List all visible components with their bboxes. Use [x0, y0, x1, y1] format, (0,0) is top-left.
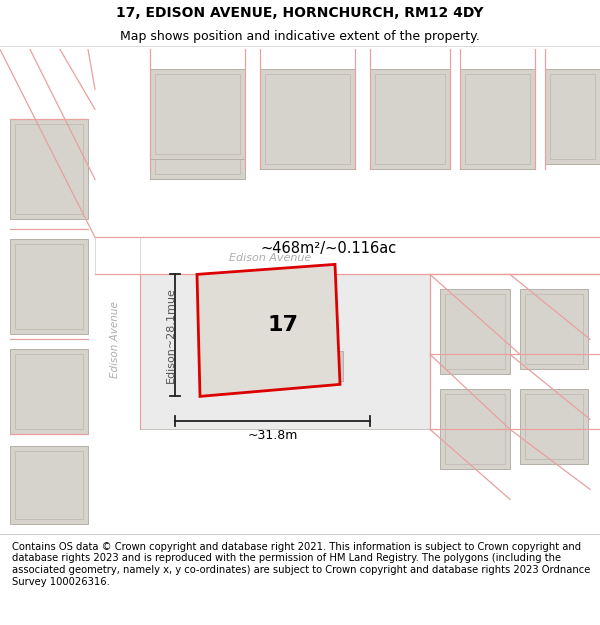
Bar: [155, 74, 240, 174]
Bar: [10, 446, 88, 524]
Bar: [440, 289, 510, 374]
Bar: [445, 294, 505, 369]
Bar: [375, 74, 445, 164]
Polygon shape: [95, 238, 600, 274]
Bar: [525, 294, 583, 364]
Bar: [15, 244, 83, 329]
Bar: [260, 69, 355, 169]
Bar: [10, 119, 88, 219]
Bar: [150, 69, 245, 159]
Bar: [10, 239, 88, 334]
Bar: [520, 289, 588, 369]
Bar: [15, 354, 83, 429]
Text: Edison Avenue: Edison Avenue: [110, 301, 120, 378]
Bar: [460, 69, 535, 169]
Polygon shape: [197, 264, 340, 396]
Bar: [550, 74, 595, 159]
Polygon shape: [95, 274, 140, 529]
Bar: [265, 74, 350, 164]
Text: ~31.8m: ~31.8m: [247, 429, 298, 442]
Bar: [545, 69, 600, 164]
Bar: [155, 74, 240, 154]
Text: Contains OS data © Crown copyright and database right 2021. This information is : Contains OS data © Crown copyright and d…: [12, 542, 590, 586]
Text: 17, EDISON AVENUE, HORNCHURCH, RM12 4DY: 17, EDISON AVENUE, HORNCHURCH, RM12 4DY: [116, 6, 484, 20]
Bar: [440, 389, 510, 469]
Bar: [465, 74, 530, 164]
Bar: [150, 69, 245, 179]
Polygon shape: [95, 238, 140, 274]
Bar: [315, 351, 343, 381]
Bar: [445, 394, 505, 464]
Bar: [95, 238, 140, 274]
Text: Map shows position and indicative extent of the property.: Map shows position and indicative extent…: [120, 29, 480, 42]
Text: ~468m²/~0.116ac: ~468m²/~0.116ac: [260, 241, 396, 256]
Bar: [520, 389, 588, 464]
Bar: [370, 69, 450, 169]
Polygon shape: [140, 274, 430, 429]
Text: Edison~28.1mue: Edison~28.1mue: [166, 288, 176, 383]
Text: 17: 17: [268, 315, 299, 335]
Bar: [525, 394, 583, 459]
Bar: [15, 451, 83, 519]
Text: Edison Avenue: Edison Avenue: [229, 253, 311, 263]
Bar: [10, 349, 88, 434]
Bar: [15, 124, 83, 214]
